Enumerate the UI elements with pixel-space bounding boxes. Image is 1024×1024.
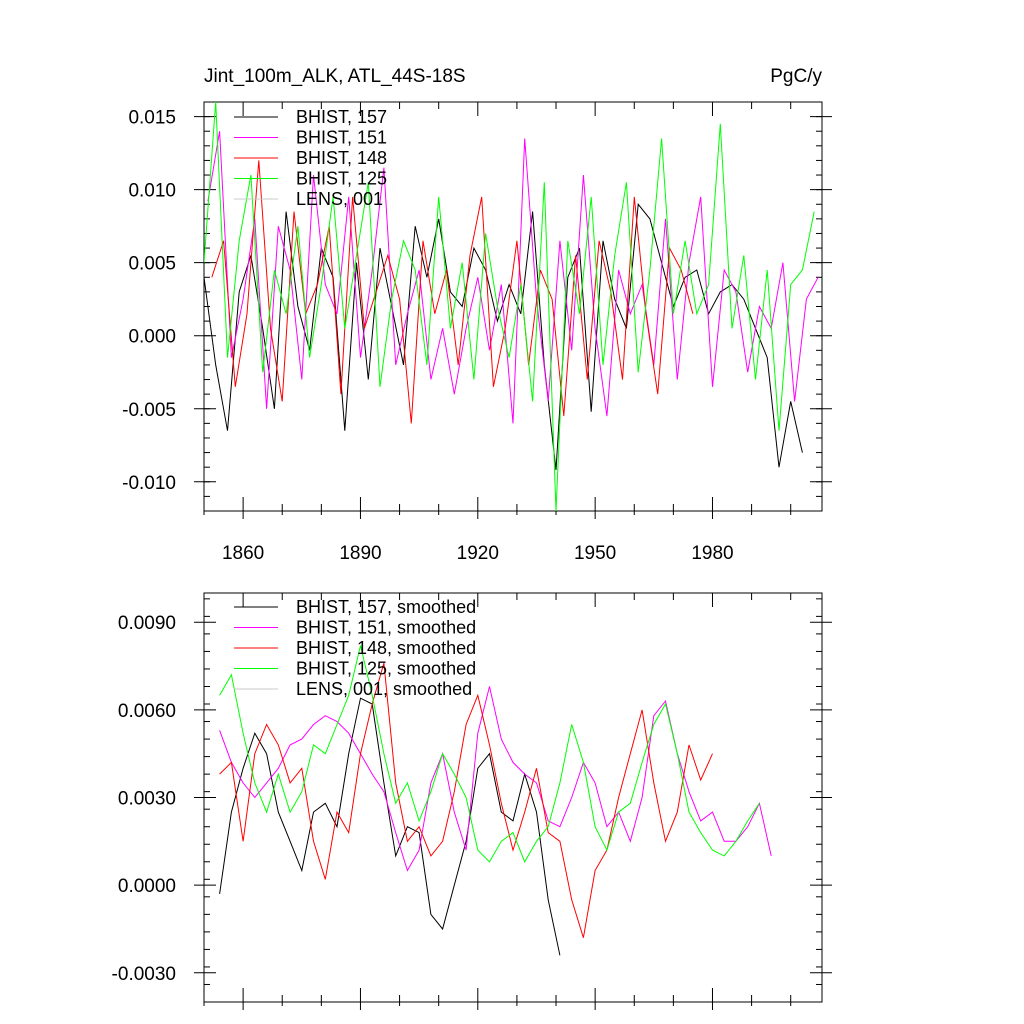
legend-label: BHIST, 151, smoothed	[296, 618, 476, 638]
ticks: 1860 1890 1920 1950 1980 -0.010 -0.005 0.000 0.0…	[122, 101, 832, 564]
series-line	[219, 686, 772, 872]
legend-label: BHIST, 151	[296, 128, 387, 148]
legend-label: BHIST, 148, smoothed	[296, 638, 476, 658]
y-tick-label: 0.010	[128, 181, 176, 202]
legend-label: BHIST, 157	[296, 107, 387, 127]
x-tick-label: 1950	[574, 543, 616, 564]
legend-label: BHIST, 157, smoothed	[296, 597, 476, 617]
y-tick-label: 0.0060	[118, 701, 176, 722]
y-tick-label: 0.015	[128, 108, 176, 129]
series-lines	[204, 102, 819, 511]
series-line	[207, 131, 819, 424]
series-line	[204, 102, 815, 511]
y-tick-label: 0.000	[128, 327, 176, 348]
y-tick-label: -0.005	[122, 400, 176, 421]
x-tick-label: 1890	[339, 543, 381, 564]
y-tick-label: 0.005	[128, 254, 176, 275]
y-tick-label: 0.0030	[118, 789, 176, 810]
legend-label: BHIST, 125	[296, 169, 387, 189]
ticks: -0.0030 0.0000 0.0030 0.0060 0.0090	[112, 593, 832, 1010]
series-line	[219, 697, 561, 956]
series-line	[219, 662, 713, 938]
y-tick-label: -0.010	[122, 473, 176, 494]
chart-title: Jint_100m_ALK, ATL_44S-18S	[204, 66, 466, 87]
legend-label: BHIST, 125, smoothed	[296, 659, 476, 679]
series-line	[219, 645, 760, 863]
y-tick-label: 0.0090	[118, 613, 176, 634]
y-tick-label: 0.0000	[118, 876, 176, 897]
legend-label: LENS, 001	[296, 189, 383, 209]
legend-label: LENS, 001, smoothed	[296, 679, 472, 699]
x-tick-label: 1920	[457, 543, 499, 564]
y-tick-label: -0.0030	[112, 964, 176, 985]
x-tick-label: 1860	[222, 543, 264, 564]
series-lines	[219, 645, 772, 956]
x-tick-label: 1980	[691, 543, 733, 564]
units-label: PgC/y	[770, 66, 822, 87]
top-panel: Jint_100m_ALK, ATL_44S-18S PgC/y 1860 189…	[122, 66, 832, 564]
bottom-panel: -0.0030 0.0000 0.0030 0.0060 0.0090 BHIST, 1…	[112, 592, 832, 1010]
legend-label: BHIST, 148	[296, 148, 387, 168]
